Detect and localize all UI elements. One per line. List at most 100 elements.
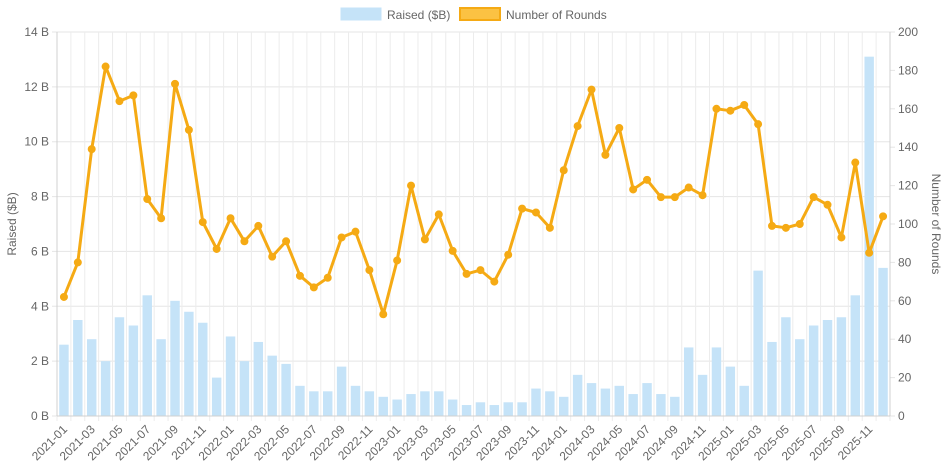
bar-raised-2024-04[interactable] <box>600 388 611 416</box>
bar-raised-2025-02[interactable] <box>739 385 749 416</box>
point-rounds-2021-09[interactable] <box>171 79 180 88</box>
point-rounds-2023-10[interactable] <box>518 204 527 213</box>
point-rounds-2025-01[interactable] <box>726 106 735 115</box>
point-rounds-2025-12[interactable] <box>879 212 888 221</box>
bar-raised-2024-06[interactable] <box>628 394 638 416</box>
bar-raised-2025-03[interactable] <box>753 270 763 416</box>
bar-raised-2022-09[interactable] <box>336 366 347 416</box>
bar-raised-2023-02[interactable] <box>406 394 416 416</box>
bar-raised-2022-04[interactable] <box>267 355 277 416</box>
bar-raised-2023-11[interactable] <box>531 388 541 416</box>
point-rounds-2022-11[interactable] <box>365 266 374 275</box>
bar-raised-2022-05[interactable] <box>281 363 291 416</box>
point-rounds-2024-12[interactable] <box>712 104 721 113</box>
point-rounds-2025-03[interactable] <box>754 120 763 129</box>
point-rounds-2024-01[interactable] <box>559 166 568 175</box>
point-rounds-2021-06[interactable] <box>129 91 138 100</box>
bar-raised-2024-10[interactable] <box>683 347 694 416</box>
point-rounds-2025-11[interactable] <box>865 248 874 257</box>
bar-raised-2023-01[interactable] <box>392 399 402 416</box>
point-rounds-2021-11[interactable] <box>198 218 207 227</box>
point-rounds-2023-05[interactable] <box>448 246 457 255</box>
point-rounds-2025-05[interactable] <box>781 223 790 232</box>
bar-raised-2025-07[interactable] <box>808 325 819 416</box>
point-rounds-2025-09[interactable] <box>837 233 846 242</box>
point-rounds-2025-08[interactable] <box>823 200 832 209</box>
legend-swatch-rounds[interactable] <box>459 7 501 21</box>
bar-raised-2021-04[interactable] <box>100 361 111 416</box>
point-rounds-2022-12[interactable] <box>379 310 388 319</box>
bar-raised-2023-06[interactable] <box>461 405 472 416</box>
bar-raised-2024-09[interactable] <box>670 396 680 416</box>
point-rounds-2023-09[interactable] <box>504 250 513 259</box>
bar-raised-2022-07[interactable] <box>309 391 319 416</box>
point-rounds-2023-04[interactable] <box>434 210 443 219</box>
point-rounds-2022-08[interactable] <box>323 273 332 282</box>
bar-raised-2024-02[interactable] <box>572 374 583 416</box>
point-rounds-2024-02[interactable] <box>573 122 582 131</box>
bar-raised-2021-01[interactable] <box>59 344 69 416</box>
bar-raised-2021-02[interactable] <box>73 320 83 416</box>
bar-raised-2024-01[interactable] <box>559 396 569 416</box>
point-rounds-2023-07[interactable] <box>476 266 485 275</box>
bar-raised-2024-12[interactable] <box>711 347 722 416</box>
bar-raised-2024-05[interactable] <box>614 385 624 416</box>
bar-raised-2023-12[interactable] <box>545 391 555 416</box>
point-rounds-2024-03[interactable] <box>587 85 596 94</box>
bar-raised-2021-12[interactable] <box>211 377 222 416</box>
bar-raised-2022-08[interactable] <box>323 391 333 416</box>
bar-raised-2025-05[interactable] <box>781 317 791 416</box>
bar-raised-2021-09[interactable] <box>170 300 180 416</box>
bar-raised-2021-06[interactable] <box>128 325 139 416</box>
bar-raised-2025-08[interactable] <box>822 320 833 416</box>
bar-raised-2025-06[interactable] <box>795 339 805 416</box>
point-rounds-2024-05[interactable] <box>615 124 624 132</box>
bar-raised-2024-08[interactable] <box>656 394 666 416</box>
point-rounds-2024-08[interactable] <box>656 193 665 202</box>
bar-raised-2022-02[interactable] <box>239 361 250 416</box>
bar-raised-2023-05[interactable] <box>447 399 458 416</box>
bar-raised-2021-05[interactable] <box>114 317 125 416</box>
point-rounds-2022-10[interactable] <box>351 227 360 236</box>
bar-raised-2025-11[interactable] <box>864 56 874 416</box>
point-rounds-2023-12[interactable] <box>545 223 554 232</box>
bar-raised-2025-12[interactable] <box>878 267 888 416</box>
point-rounds-2024-10[interactable] <box>684 183 693 192</box>
point-rounds-2024-04[interactable] <box>601 150 610 159</box>
point-rounds-2025-02[interactable] <box>740 100 749 109</box>
point-rounds-2022-04[interactable] <box>268 252 277 261</box>
bar-raised-2022-01[interactable] <box>225 336 236 416</box>
bar-raised-2025-09[interactable] <box>836 317 847 416</box>
bar-raised-2023-03[interactable] <box>420 391 430 416</box>
point-rounds-2024-06[interactable] <box>629 185 638 194</box>
point-rounds-2021-04[interactable] <box>101 62 110 71</box>
point-rounds-2023-02[interactable] <box>407 181 416 190</box>
point-rounds-2023-03[interactable] <box>420 235 429 244</box>
bar-raised-2023-04[interactable] <box>434 391 444 416</box>
point-rounds-2022-02[interactable] <box>240 237 249 246</box>
point-rounds-2021-03[interactable] <box>87 145 96 154</box>
point-rounds-2022-03[interactable] <box>254 221 263 230</box>
bar-raised-2023-09[interactable] <box>503 402 513 416</box>
bar-raised-2022-06[interactable] <box>295 385 305 416</box>
point-rounds-2025-04[interactable] <box>767 221 776 230</box>
legend-swatch-raised[interactable] <box>340 7 382 21</box>
bar-raised-2021-08[interactable] <box>156 339 166 416</box>
bar-raised-2022-10[interactable] <box>350 385 361 416</box>
point-rounds-2022-07[interactable] <box>309 283 318 292</box>
point-rounds-2021-01[interactable] <box>59 292 68 301</box>
bar-raised-2022-12[interactable] <box>378 396 388 416</box>
point-rounds-2024-09[interactable] <box>670 193 679 202</box>
point-rounds-2024-11[interactable] <box>698 191 707 200</box>
point-rounds-2021-12[interactable] <box>212 244 221 253</box>
point-rounds-2022-09[interactable] <box>337 233 346 242</box>
point-rounds-2025-07[interactable] <box>809 193 818 202</box>
bar-raised-2023-08[interactable] <box>489 405 500 416</box>
point-rounds-2022-06[interactable] <box>295 271 304 280</box>
point-rounds-2022-05[interactable] <box>282 237 291 246</box>
point-rounds-2023-08[interactable] <box>490 277 499 286</box>
bar-raised-2025-10[interactable] <box>850 295 861 416</box>
bar-raised-2025-01[interactable] <box>725 366 736 416</box>
bar-raised-2022-03[interactable] <box>253 341 264 416</box>
bar-raised-2024-11[interactable] <box>697 374 708 416</box>
